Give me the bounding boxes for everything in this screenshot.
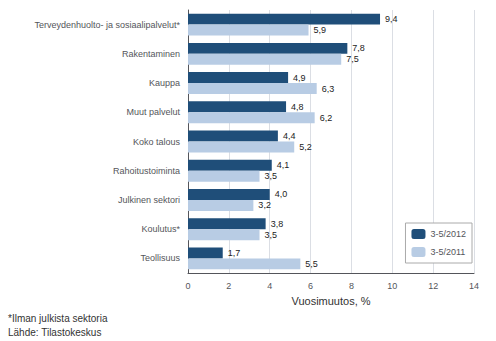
- svg-text:6: 6: [308, 281, 313, 291]
- svg-text:Rakentaminen: Rakentaminen: [122, 49, 180, 59]
- svg-text:0: 0: [185, 281, 190, 291]
- svg-text:*Ilman julkista sektoria: *Ilman julkista sektoria: [8, 313, 108, 324]
- svg-text:10: 10: [387, 281, 397, 291]
- svg-text:7,8: 7,8: [352, 43, 365, 53]
- svg-text:7,5: 7,5: [346, 54, 359, 64]
- svg-text:5,5: 5,5: [305, 259, 318, 269]
- svg-text:2: 2: [226, 281, 231, 291]
- svg-text:12: 12: [428, 281, 438, 291]
- svg-text:5,9: 5,9: [314, 25, 327, 35]
- svg-text:3,2: 3,2: [258, 200, 271, 210]
- svg-text:3,8: 3,8: [271, 219, 284, 229]
- svg-text:Rahoitustoiminta: Rahoitustoiminta: [113, 166, 180, 176]
- svg-text:8: 8: [349, 281, 354, 291]
- svg-text:3-5/2012: 3-5/2012: [430, 229, 466, 239]
- svg-text:4,4: 4,4: [283, 131, 296, 141]
- svg-text:6,2: 6,2: [320, 113, 333, 123]
- svg-text:3-5/2011: 3-5/2011: [430, 247, 465, 257]
- svg-text:Muut palvelut: Muut palvelut: [126, 107, 180, 117]
- svg-text:6,3: 6,3: [322, 84, 335, 94]
- svg-text:1,7: 1,7: [228, 248, 241, 258]
- svg-text:5,2: 5,2: [299, 142, 312, 152]
- svg-text:3,5: 3,5: [265, 230, 278, 240]
- svg-text:14: 14: [469, 281, 479, 291]
- svg-text:Teollisuus: Teollisuus: [140, 253, 180, 263]
- svg-text:Julkinen sektori: Julkinen sektori: [118, 195, 180, 205]
- svg-text:Koko talous: Koko talous: [133, 137, 181, 147]
- svg-text:Lähde: Tilastokeskus: Lähde: Tilastokeskus: [8, 327, 101, 338]
- svg-text:4,8: 4,8: [291, 102, 304, 112]
- svg-text:4,1: 4,1: [277, 160, 290, 170]
- svg-text:Vuosimuutos, %: Vuosimuutos, %: [291, 295, 370, 307]
- svg-text:4,9: 4,9: [293, 73, 306, 83]
- svg-text:Terveydenhuolto- ja sosiaalipa: Terveydenhuolto- ja sosiaalipalvelut*: [34, 20, 180, 30]
- svg-text:Koulutus*: Koulutus*: [141, 224, 180, 234]
- svg-text:4,0: 4,0: [275, 189, 288, 199]
- svg-text:9,4: 9,4: [385, 14, 398, 24]
- svg-text:4: 4: [267, 281, 272, 291]
- svg-text:3,5: 3,5: [265, 171, 278, 181]
- svg-text:Kauppa: Kauppa: [149, 78, 180, 88]
